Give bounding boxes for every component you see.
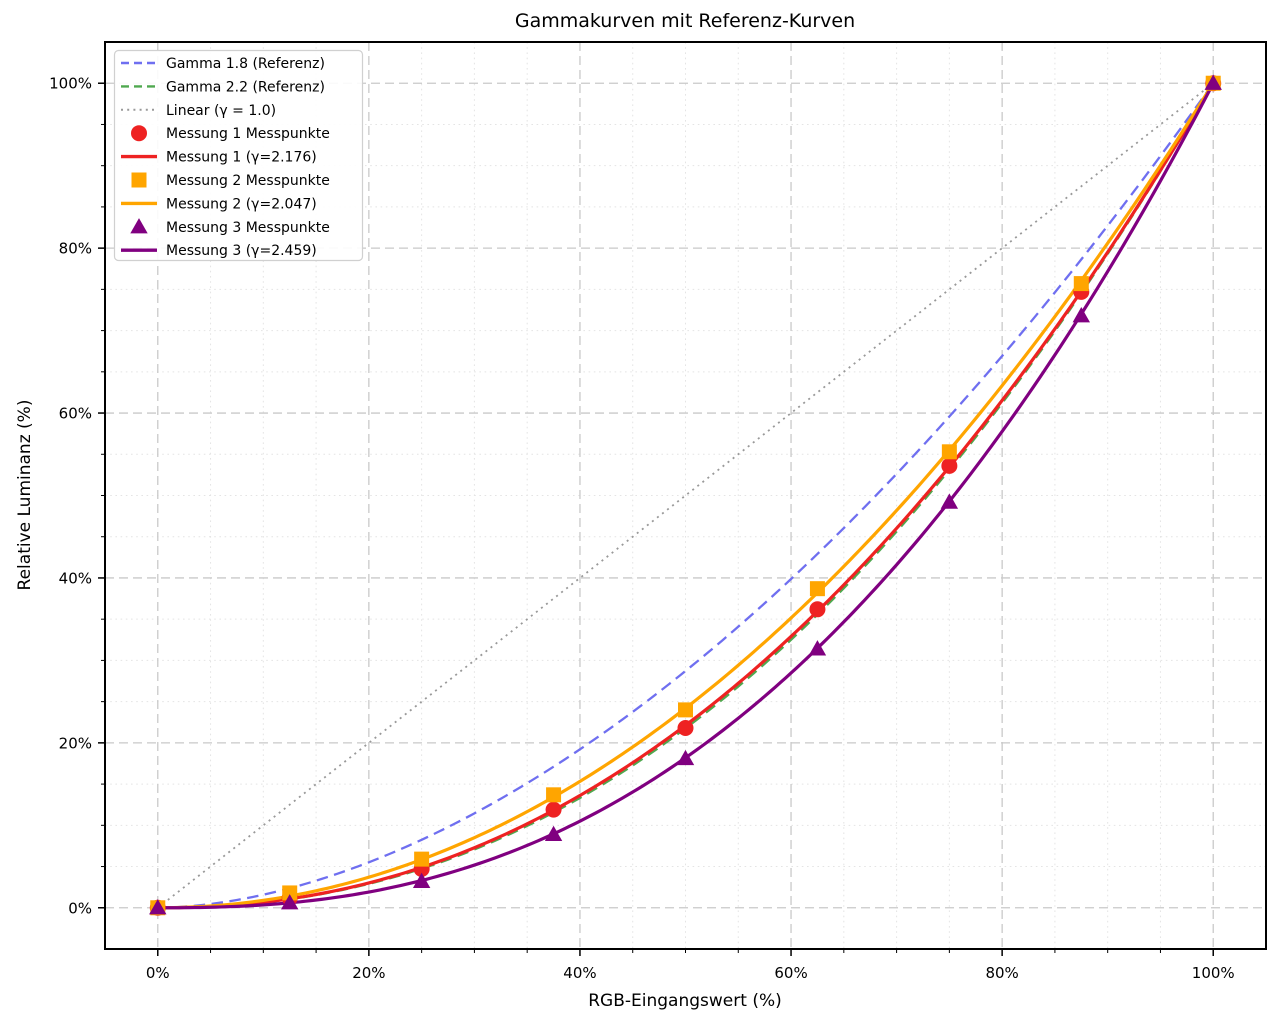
x-tick-label: 40% — [563, 964, 596, 982]
scatter-messung-3-messpunkte — [149, 74, 1222, 915]
legend-item-gamma-1-8-referenz: Gamma 1.8 (Referenz) — [121, 56, 325, 72]
legend-label: Messung 1 (γ=2.176) — [166, 150, 317, 166]
legend-item-gamma-2-2-referenz: Gamma 2.2 (Referenz) — [121, 79, 325, 95]
y-axis-label: Relative Luminanz (%) — [15, 400, 35, 591]
square-marker — [414, 851, 430, 867]
legend-sample-circle — [131, 125, 147, 142]
triangle-marker — [676, 749, 695, 766]
circle-marker — [677, 720, 694, 737]
y-tick-label: 0% — [68, 899, 92, 917]
triangle-marker — [808, 640, 827, 656]
x-tick-label: 60% — [774, 964, 807, 982]
legend-frame — [113, 49, 364, 262]
square-marker — [678, 702, 693, 718]
legend-item-messung-1-messpunkte: Messung 1 Messpunkte — [131, 125, 330, 142]
x-tick-label: 100% — [1192, 964, 1235, 982]
axes-layer: 0% 20% 40% 60% 80% 100% 0% 20% 40% 60% 80% 100% — [49, 41, 1267, 982]
legend-item-messung-2-messpunkte: Messung 2 Messpunkte — [131, 172, 330, 189]
legend-item-linear-1-0: Linear (γ = 1.0) — [121, 103, 276, 119]
square-marker — [1073, 276, 1089, 292]
triangle-marker — [412, 872, 431, 888]
x-tick-label: 80% — [985, 964, 1018, 982]
y-tick-label: 100% — [49, 75, 92, 93]
legend-label: Gamma 2.2 (Referenz) — [166, 79, 325, 95]
x-tick-label: 20% — [352, 964, 385, 982]
legend-item-messung-3-messpunkte: Messung 3 Messpunkte — [130, 218, 330, 236]
legend-sample-triangle — [130, 218, 148, 234]
legend-item-messung-2-2-047: Messung 2 (γ=2.047) — [121, 196, 317, 212]
y-tick-label: 80% — [59, 240, 92, 258]
legend-box: Gamma 1.8 (Referenz) Gamma 2.2 (Referenz)… — [113, 49, 364, 262]
square-marker — [546, 787, 562, 803]
circle-marker — [809, 601, 826, 618]
legend-label: Messung 1 Messpunkte — [166, 126, 330, 142]
curve-gamma-1-8-referenz — [157, 82, 1215, 909]
chart-title: Gammakurven mit Referenz-Kurven — [515, 10, 855, 32]
legend-label: Messung 3 (γ=2.459) — [166, 243, 317, 259]
triangle-marker — [149, 899, 167, 915]
square-marker — [809, 581, 825, 597]
x-tick-label: 0% — [146, 964, 170, 982]
triangle-marker — [281, 894, 299, 910]
legend-label: Messung 2 (γ=2.047) — [166, 196, 317, 212]
triangle-marker — [940, 493, 959, 509]
y-tick-label: 60% — [59, 405, 92, 423]
circle-marker — [941, 457, 958, 474]
legend-item-messung-1-2-176: Messung 1 (γ=2.176) — [121, 150, 317, 166]
triangle-marker — [1204, 74, 1222, 90]
circle-marker — [545, 801, 562, 818]
legend-label: Gamma 1.8 (Referenz) — [166, 56, 325, 72]
legend-label: Messung 3 Messpunkte — [166, 220, 330, 236]
triangle-marker — [544, 825, 563, 841]
triangle-marker — [1072, 307, 1090, 323]
legend-item-messung-3-2-459: Messung 3 (γ=2.459) — [121, 243, 317, 259]
grid-layer — [105, 42, 1266, 949]
y-tick-label: 40% — [59, 569, 92, 587]
series-layer — [149, 74, 1222, 916]
square-marker — [282, 885, 298, 901]
square-marker — [941, 444, 957, 460]
y-tick-label: 20% — [59, 734, 92, 752]
legend-sample-square — [131, 172, 147, 188]
legend-label: Linear (γ = 1.0) — [166, 103, 276, 119]
legend-label: Messung 2 Messpunkte — [166, 173, 330, 189]
x-axis-label: RGB-Eingangswert (%) — [588, 991, 782, 1011]
